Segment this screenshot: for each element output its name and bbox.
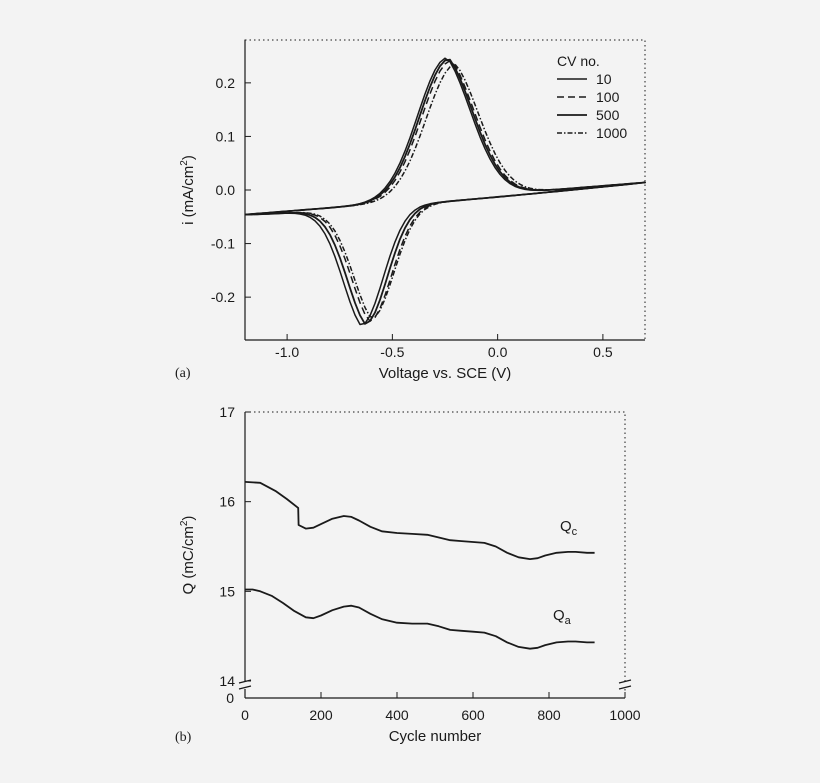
legend-label-500: 500 <box>596 107 620 123</box>
panel-b-x-tick-label: 0 <box>241 707 249 723</box>
panel-a-x-tick-label: -0.5 <box>380 344 404 360</box>
panel-a-y-tick-label: 0.0 <box>216 182 236 198</box>
cv-curve-100 <box>244 59 646 322</box>
panel-a-y-tick-label: 0.1 <box>216 128 236 144</box>
legend-label-100: 100 <box>596 89 620 105</box>
qc-annotation: Qc <box>560 518 578 538</box>
panel-b-x-tick-label: 1000 <box>609 707 640 723</box>
panel-a-y-tick-label: -0.1 <box>211 236 235 252</box>
panel-b-curves <box>244 481 595 650</box>
panel-b-y-tick-label: 15 <box>219 583 235 599</box>
panel-b-y-label: Q (mC/cm2) <box>179 516 197 595</box>
panel-a-x-tick-label: -1.0 <box>275 344 299 360</box>
panel-b-charge-plot: 0 200 400 600 800 1000 14 15 16 17 0 Qc Qa Cycle… <box>175 404 641 745</box>
panel-a-x-tick-label: 0.0 <box>488 344 508 360</box>
panel-a-x-label: Voltage vs. SCE (V) <box>379 365 512 382</box>
panel-a-x-tick-label: 0.5 <box>593 344 613 360</box>
cv-curve-500 <box>244 58 646 325</box>
cv-curve-10 <box>244 57 646 326</box>
panel-a-x-ticks: -1.0 -0.5 0.0 0.5 <box>275 334 613 360</box>
panel-b-axis-break <box>238 679 632 690</box>
panel-a-plot-frame <box>244 39 646 341</box>
panel-b-label: (b) <box>175 730 192 745</box>
panel-a-y-tick-label: 0.2 <box>216 75 236 91</box>
panel-a-y-ticks: -0.2 -0.1 0.0 0.1 0.2 <box>211 75 251 305</box>
panel-b-y-tick-label: 17 <box>219 404 235 420</box>
panel-b-y-tick-zero: 0 <box>226 690 234 706</box>
legend-label-10: 10 <box>596 71 612 87</box>
charge-curve-Qa <box>245 588 595 650</box>
panel-b-y-tick-label: 14 <box>219 673 235 689</box>
panel-b-x-label: Cycle number <box>389 728 482 745</box>
panel-b-x-tick-label: 600 <box>461 707 485 723</box>
panel-b-y-tick-label: 16 <box>219 494 235 510</box>
charge-curve-Qc <box>244 481 595 560</box>
panel-a-curves <box>244 57 646 326</box>
panel-b-x-tick-label: 200 <box>309 707 333 723</box>
panel-a-cv-plot: -1.0 -0.5 0.0 0.5 -0.2 -0.1 0.0 0.1 0.2 Voltage… <box>175 39 646 382</box>
panel-b-y-ticks: 14 15 16 17 <box>219 404 251 689</box>
panel-b-plot-frame <box>244 411 626 699</box>
legend-label-1000: 1000 <box>596 125 627 141</box>
panel-a-y-tick-label: -0.2 <box>211 289 235 305</box>
legend-title: CV no. <box>557 53 600 69</box>
qa-annotation: Qa <box>553 607 572 627</box>
panel-b-x-tick-label: 800 <box>537 707 561 723</box>
cv-curve-1000 <box>244 63 646 318</box>
panel-a-label: (a) <box>175 366 191 381</box>
panel-b-x-ticks: 0 200 400 600 800 1000 <box>241 692 641 723</box>
panel-a-legend: CV no. 10 100 500 1000 <box>557 53 627 141</box>
panel-a-y-label: i (mA/cm2) <box>179 155 197 225</box>
panel-b-x-tick-label: 400 <box>385 707 409 723</box>
